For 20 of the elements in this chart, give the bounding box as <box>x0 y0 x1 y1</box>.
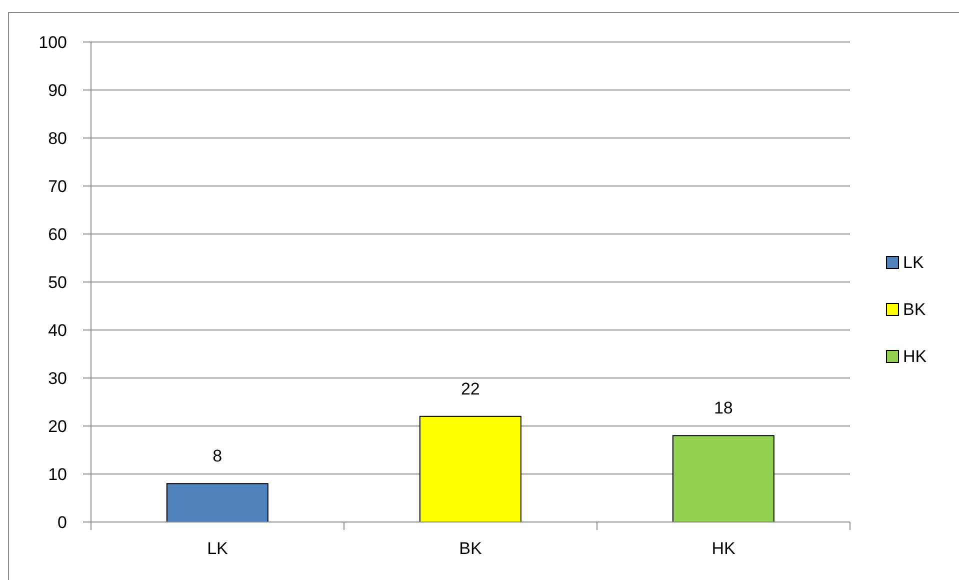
data-label: 22 <box>460 379 480 398</box>
y-tick-label: 0 <box>58 513 67 532</box>
y-tick-label: 100 <box>38 33 67 52</box>
y-tick-label: 50 <box>48 273 67 292</box>
legend-label: BK <box>903 300 926 320</box>
y-tick-label: 60 <box>48 225 67 244</box>
x-tick-label: HK <box>712 539 736 558</box>
data-label: 18 <box>714 398 733 418</box>
x-tick-label: LK <box>207 539 229 558</box>
y-tick-label: 10 <box>48 465 67 484</box>
y-tick-label: 30 <box>48 369 67 388</box>
x-tick-label: BK <box>459 539 482 558</box>
y-tick-label: 40 <box>48 321 67 340</box>
y-tick-label: 20 <box>48 417 67 436</box>
y-tick-label: 70 <box>48 177 67 196</box>
legend-label: HK <box>903 346 927 366</box>
y-tick-label: 80 <box>48 129 67 148</box>
legend-label: LK <box>903 252 924 272</box>
data-label: 8 <box>212 446 222 466</box>
y-tick-label: 90 <box>48 81 67 100</box>
